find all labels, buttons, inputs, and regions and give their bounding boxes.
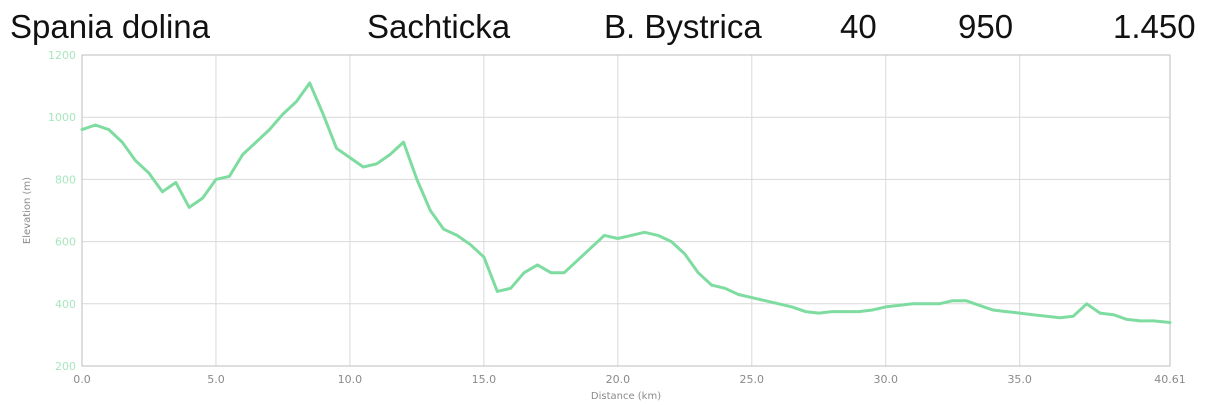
x-tick-label: 10.0 <box>338 373 363 386</box>
chart-frame <box>81 54 1171 367</box>
route-climb: 950 <box>958 8 1014 45</box>
x-tick-label: 15.0 <box>472 373 497 386</box>
y-tick-label: 400 <box>55 298 76 311</box>
x-tick-label: 35.0 <box>1007 373 1032 386</box>
y-tick-label: 600 <box>55 236 76 249</box>
chart-grid <box>81 54 1171 367</box>
plot-border <box>81 54 1171 367</box>
x-tick-label: 20.0 <box>606 373 631 386</box>
y-tick-label: 1200 <box>48 49 76 62</box>
x-tick-label: 5.0 <box>207 373 225 386</box>
y-axis-label: Elevation (m) <box>22 177 33 244</box>
y-axis-ticks: 200 400 600 800 1000 1200 <box>48 49 76 373</box>
x-tick-label: 25.0 <box>740 373 765 386</box>
y-tick-label: 1000 <box>48 111 76 124</box>
route-max: 1.450 <box>1113 8 1196 45</box>
route-start: Spania dolina <box>10 8 210 45</box>
route-via: Sachticka <box>367 8 511 45</box>
x-tick-label: 0.0 <box>73 373 91 386</box>
header-row: Spania dolina Sachticka B. Bystrica 40 9… <box>0 0 1213 50</box>
x-tick-label: 30.0 <box>873 373 898 386</box>
x-axis-ticks: 0.0 5.0 10.0 15.0 20.0 25.0 30.0 35.0 40.61 <box>73 373 1186 386</box>
route-distance: 40 <box>840 8 877 45</box>
y-tick-label: 800 <box>55 173 76 186</box>
y-tick-label: 200 <box>55 360 76 373</box>
elevation-line <box>80 81 1172 324</box>
x-axis-label: Distance (km) <box>591 391 661 402</box>
route-end: B. Bystrica <box>604 8 762 45</box>
x-tick-label: 40.61 <box>1154 373 1186 386</box>
